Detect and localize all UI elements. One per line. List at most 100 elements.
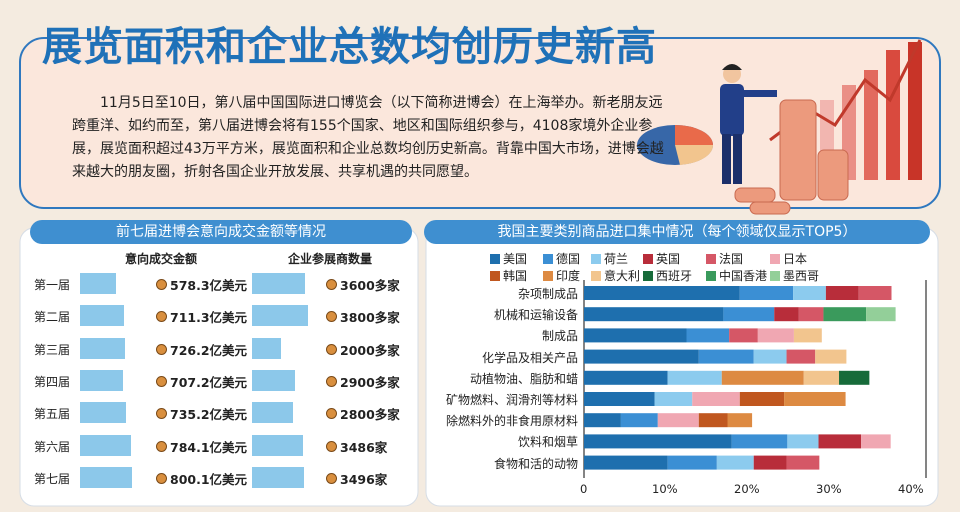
- legend-label: 西班牙: [656, 269, 693, 283]
- bar-segment: [721, 370, 804, 385]
- bar-segment: [584, 413, 621, 428]
- exhibitor-value: 3600多家: [340, 278, 400, 293]
- legend-label: 美国: [503, 252, 528, 266]
- amount-bar: [80, 305, 124, 327]
- businessman-figure: [720, 64, 777, 184]
- amount-value: 800.1亿美元: [170, 471, 248, 487]
- category-label: 动植物油、脂肪和蜡: [469, 371, 578, 386]
- row-label: 第四届: [34, 374, 71, 389]
- amount-marker: [156, 279, 167, 290]
- legend-label: 荷兰: [604, 252, 629, 266]
- category-label: 食物和活的动物: [493, 456, 578, 471]
- left-panel-header: 前七届进博会意向成交金额等情况: [30, 220, 412, 244]
- legend-swatch: [643, 271, 653, 281]
- legend-item: 法国: [706, 250, 743, 267]
- exhibitor-value: 3496家: [340, 471, 388, 487]
- exhibitor-value: 3800多家: [340, 310, 400, 326]
- pie-chart-decoration: [637, 125, 714, 165]
- legend-swatch: [490, 254, 500, 264]
- bar-segment: [654, 392, 693, 406]
- amount-marker: [156, 375, 167, 387]
- amount-value: 578.3亿美元: [170, 278, 248, 293]
- bar-segment: [739, 392, 785, 406]
- bar-segment: [667, 455, 717, 470]
- exhibitor-marker: [326, 472, 337, 484]
- legend-swatch: [591, 271, 601, 281]
- legend-label: 法国: [719, 252, 744, 266]
- legend-item: 西班牙: [643, 267, 692, 284]
- legend-item: 英国: [643, 250, 680, 267]
- bar-segment: [825, 286, 859, 300]
- legend-item: 印度: [543, 267, 580, 284]
- legend-item: 韩国: [490, 267, 527, 284]
- amount-value: 784.1亿美元: [170, 439, 248, 455]
- bar-segment: [793, 328, 822, 343]
- amount-marker: [156, 311, 167, 323]
- amount-value: 707.2亿美元: [170, 374, 248, 390]
- category-label: 杂项制成品: [517, 287, 578, 301]
- category-label: 除燃料外的非食用原材料: [445, 414, 578, 429]
- legend-swatch: [543, 271, 553, 281]
- amount-bar: [80, 273, 116, 294]
- bar-segment: [739, 286, 794, 300]
- bar-segment: [866, 307, 896, 322]
- x-tick-label: 20%: [734, 482, 760, 496]
- legend-item: 美国: [490, 250, 527, 267]
- bar-segment: [803, 370, 840, 385]
- exhibitor-marker: [326, 311, 337, 323]
- x-tick-label: 40%: [898, 482, 924, 496]
- bar-segment: [686, 328, 730, 343]
- exhibitor-marker: [326, 440, 337, 452]
- amount-bar: [80, 337, 126, 359]
- bar-segment: [657, 413, 699, 428]
- intro-paragraph: 11月5日至10日，第八届中国国际进口博览会（以下简称进博会）在上海举办。新老朋…: [72, 95, 664, 180]
- exhibitor-bar: [252, 337, 282, 359]
- left-col1-header: 意向成交金额: [125, 252, 198, 266]
- bar-segment: [667, 370, 722, 385]
- exhibitor-bar: [252, 305, 308, 327]
- bar-segment: [861, 434, 891, 449]
- legend-item: 中国香港: [706, 267, 767, 284]
- bar-segment: [786, 455, 820, 470]
- bar-segment: [793, 286, 826, 300]
- bar-segment: [584, 349, 699, 364]
- bar-segment: [698, 349, 754, 364]
- bar-segment: [823, 307, 867, 322]
- legend-label: 中国香港: [719, 269, 768, 283]
- legend-swatch: [543, 254, 553, 264]
- bar-segment: [798, 307, 824, 322]
- amount-marker: [156, 408, 167, 420]
- bar-segment: [692, 392, 740, 406]
- bar-segment: [620, 413, 658, 428]
- legend-item: 日本: [770, 250, 807, 267]
- exhibitor-value: 2900多家: [340, 374, 400, 390]
- bar-segment: [757, 328, 794, 343]
- bar-segment: [584, 328, 687, 343]
- category-label: 制成品: [541, 329, 578, 344]
- exhibitor-value: 3486家: [340, 439, 388, 455]
- amount-bar: [80, 402, 126, 424]
- bar-segment: [716, 455, 754, 470]
- category-label: 饮料和烟草: [517, 435, 578, 450]
- legend-label: 德国: [556, 252, 581, 266]
- legend-swatch: [490, 271, 500, 281]
- row-label: 第六届: [34, 439, 71, 454]
- bar-segment: [858, 286, 892, 300]
- exhibitor-bar: [252, 402, 294, 424]
- legend-label: 韩国: [503, 269, 528, 283]
- legend-swatch: [643, 254, 653, 264]
- row-label: 第五届: [34, 407, 71, 422]
- legend-item: 德国: [543, 250, 580, 267]
- exhibitor-value: 2800多家: [340, 407, 400, 423]
- legend-item: 荷兰: [591, 250, 628, 267]
- amount-bar: [80, 466, 132, 488]
- legend-swatch: [591, 254, 601, 264]
- amount-bar: [80, 369, 124, 391]
- x-tick-label: 30%: [816, 482, 842, 496]
- row-label: 第三届: [34, 342, 71, 357]
- legend-item: 墨西哥: [770, 267, 819, 284]
- legend-label: 印度: [556, 269, 581, 283]
- amount-value: 735.2亿美元: [170, 407, 248, 423]
- bar-segment: [839, 370, 870, 385]
